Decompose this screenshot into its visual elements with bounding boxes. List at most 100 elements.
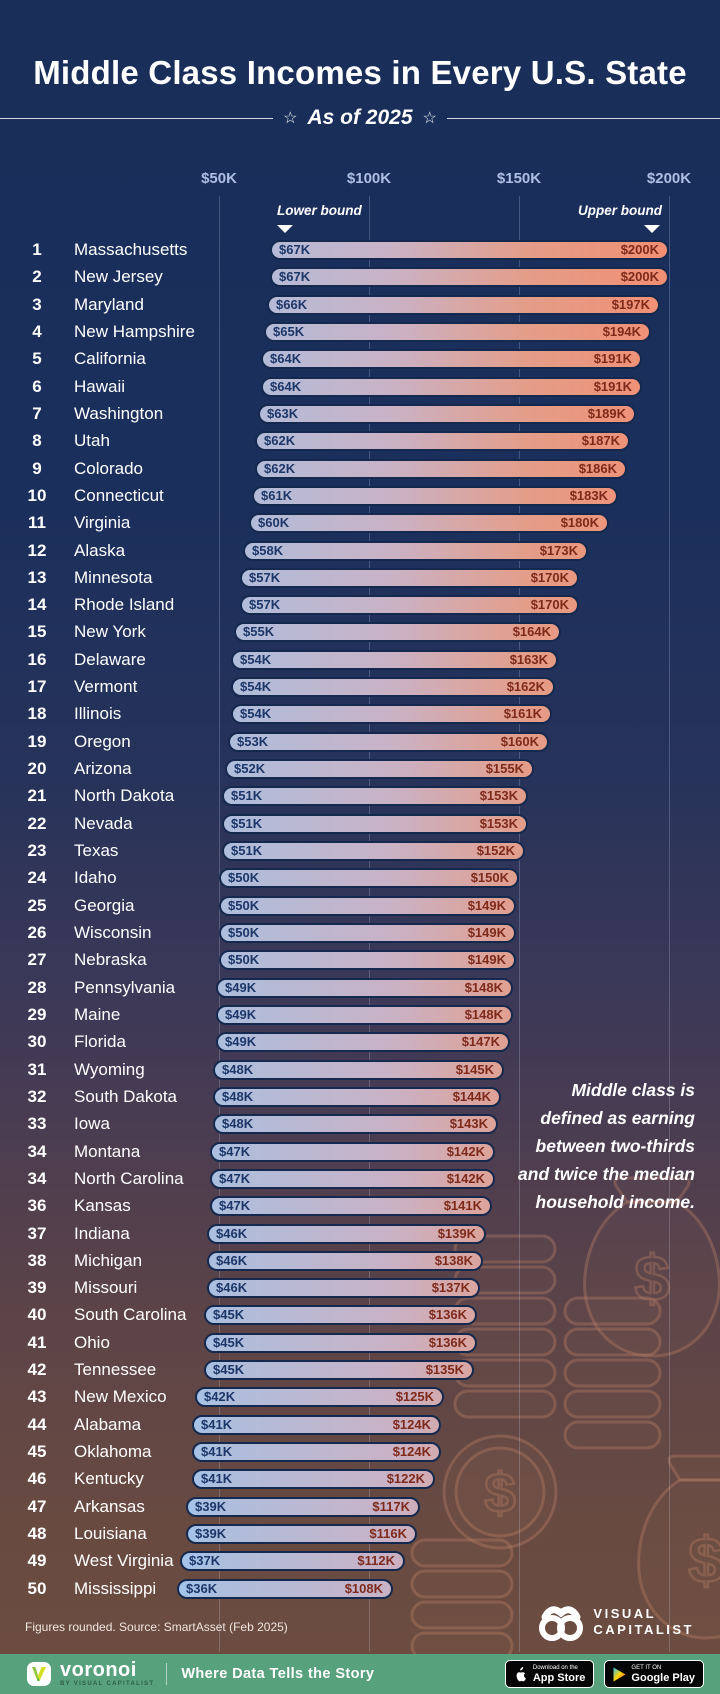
rank-label: 12 [27, 541, 47, 560]
lower-bound-value: $54K [240, 652, 272, 667]
state-name: West Virginia [74, 1551, 174, 1570]
state-name: Connecticut [74, 486, 164, 505]
state-name: California [74, 349, 146, 368]
lower-bound-value: $62K [264, 433, 296, 448]
svg-text:$: $ [688, 1524, 720, 1596]
google-play-badge[interactable]: GET IT ON Google Play [604, 1660, 704, 1688]
upper-bound-value: $139K [437, 1226, 476, 1241]
state-row: 33 Iowa $48K $143K [0, 1114, 720, 1134]
state-name: Tennessee [74, 1360, 157, 1379]
income-range-bar: $50K $150K [219, 868, 519, 888]
upper-bound-value: $142K [446, 1144, 485, 1159]
upper-bound-value: $136K [428, 1335, 467, 1350]
income-range-bar: $46K $137K [207, 1278, 480, 1298]
x-axis-tick-label: $200K [646, 170, 692, 187]
income-range-bar: $47K $142K [210, 1142, 495, 1162]
state-row: 48 Louisiana $39K $116K [0, 1524, 720, 1544]
state-name: Idaho [74, 868, 117, 887]
rank-label: 27 [27, 950, 47, 969]
lower-bound-value: $54K [240, 706, 272, 721]
upper-bound-value: $124K [392, 1444, 431, 1459]
state-row: 43 New Mexico $42K $125K [0, 1387, 720, 1407]
subtitle-left-line [0, 117, 274, 119]
apple-icon [516, 1667, 526, 1682]
state-name: Louisiana [74, 1524, 147, 1543]
x-axis-tick-label: $150K [496, 170, 542, 187]
upper-bound-value: $164K [512, 624, 551, 639]
voronoi-logo-icon [27, 1662, 51, 1686]
state-name: Pennsylvania [74, 978, 176, 997]
lower-bound-value: $64K [270, 351, 302, 366]
rank-label: 39 [27, 1278, 47, 1297]
state-row: 17 Vermont $54K $162K [0, 677, 720, 697]
lower-bound-value: $54K [240, 679, 272, 694]
upper-bound-value: $187K [581, 433, 620, 448]
gridline [668, 196, 670, 1652]
state-row: 6 Hawaii $64K $191K [0, 377, 720, 397]
state-row: 20 Arizona $52K $155K [0, 759, 720, 779]
income-range-bar: $49K $148K [216, 1005, 513, 1025]
state-row: 39 Missouri $46K $137K [0, 1278, 720, 1298]
page-title: Middle Class Incomes in Every U.S. State [33, 54, 687, 91]
binoculars-icon [539, 1606, 584, 1641]
visual-capitalist-logo: VISUAL CAPITALIST [537, 1601, 694, 1643]
state-name: Nevada [74, 814, 133, 833]
income-range-bar: $41K $122K [192, 1469, 435, 1489]
state-row: 46 Kentucky $41K $122K [0, 1469, 720, 1489]
income-range-bar: $63K $189K [258, 404, 636, 424]
x-axis-tick-label: $100K [346, 170, 392, 187]
lower-bound-value: $48K [222, 1116, 254, 1131]
svg-text:$: $ [634, 1242, 670, 1314]
rank-label: 30 [27, 1032, 47, 1051]
lower-bound-value: $51K [231, 816, 263, 831]
state-row: 7 Washington $63K $189K [0, 404, 720, 424]
lower-bound-value: $39K [195, 1499, 227, 1514]
annotation-line: and twice the median [518, 1164, 695, 1184]
rank-label: 22 [27, 814, 47, 833]
upper-bound-value: $153K [479, 816, 518, 831]
state-name: New Hampshire [74, 322, 195, 341]
google-play-icon [613, 1667, 626, 1681]
state-name: Virginia [74, 513, 131, 532]
rank-label: 49 [27, 1551, 47, 1570]
state-row: 40 South Carolina $45K $136K [0, 1305, 720, 1325]
upper-bound-value: $160K [500, 734, 539, 749]
state-name: Delaware [74, 650, 146, 669]
income-range-bar: $54K $161K [231, 704, 552, 724]
upper-bound-value: $149K [467, 952, 506, 967]
rank-label: 14 [27, 595, 47, 614]
voronoi-sub-label: BY VISUAL CAPITALIST [60, 1681, 155, 1687]
state-name: Kentucky [74, 1469, 144, 1488]
income-range-bar: $57K $170K [240, 568, 579, 588]
upper-bound-value: $137K [431, 1280, 470, 1295]
state-row: 45 Oklahoma $41K $124K [0, 1442, 720, 1462]
gridline [518, 196, 520, 1652]
rank-label: 5 [32, 349, 42, 368]
rank-label: 9 [32, 459, 42, 478]
upper-bound-value: $200K [620, 242, 659, 257]
income-range-bar: $54K $163K [231, 650, 558, 670]
star-icon: ☆ [422, 110, 437, 127]
rank-label: 7 [32, 404, 42, 423]
income-range-bar: $41K $124K [192, 1415, 441, 1435]
income-range-bar: $48K $143K [213, 1114, 498, 1134]
subtitle-right-line [446, 117, 720, 119]
lower-bound-value: $45K [213, 1335, 245, 1350]
upper-bound-value: $143K [449, 1116, 488, 1131]
state-row: 14 Rhode Island $57K $170K [0, 595, 720, 615]
income-range-bar: $51K $153K [222, 814, 528, 834]
upper-bound-value: $138K [434, 1253, 473, 1268]
upper-bound-value: $170K [530, 570, 569, 585]
state-name: Utah [74, 431, 110, 450]
income-range-bar: $39K $116K [186, 1524, 417, 1544]
state-row: 4 New Hampshire $65K $194K [0, 322, 720, 342]
state-row: 16 Delaware $54K $163K [0, 650, 720, 670]
annotation-line: defined as earning [540, 1108, 695, 1128]
lower-bound-label: Lower bound [277, 203, 362, 218]
upper-bound-value: $142K [446, 1171, 485, 1186]
lower-bound-value: $42K [204, 1389, 236, 1404]
state-row: 31 Wyoming $48K $145K [0, 1060, 720, 1080]
app-store-badge[interactable]: Download on the App Store [504, 1660, 595, 1688]
lower-bound-value: $47K [219, 1171, 251, 1186]
